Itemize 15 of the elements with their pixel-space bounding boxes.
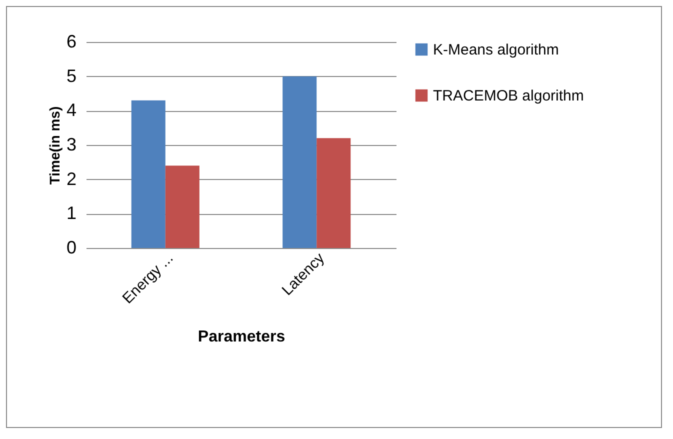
bar — [131, 100, 166, 248]
y-axis-title: Time(in ms) — [46, 106, 62, 185]
y-tick-label: 6 — [66, 32, 76, 52]
bar — [165, 166, 200, 248]
y-tick-label: 5 — [66, 66, 76, 86]
x-axis-title: Parameters — [198, 328, 286, 346]
y-tick-label: 1 — [66, 203, 76, 224]
y-tick-label: 4 — [66, 100, 76, 120]
bar — [282, 76, 317, 248]
y-tick-label: 3 — [66, 134, 76, 154]
bar — [316, 138, 351, 248]
legend-label: K-Means algorithm — [433, 42, 559, 58]
legend-label: TRACEMOB algorithm — [433, 88, 584, 104]
y-tick-label: 2 — [66, 168, 76, 189]
y-tick-label: 0 — [66, 238, 76, 258]
